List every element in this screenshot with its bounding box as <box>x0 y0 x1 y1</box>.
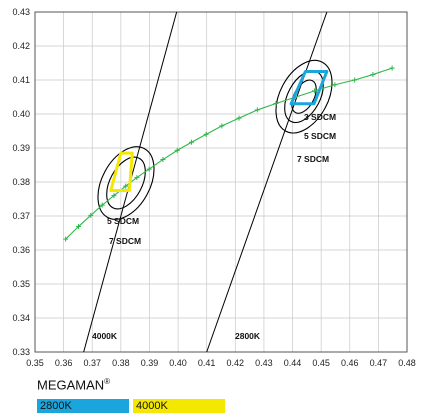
label-4000k-line: 4000K <box>92 331 118 341</box>
locus-point <box>189 139 195 145</box>
label-7sdcm-4000k: 7 SDCM <box>109 236 141 246</box>
y-tick-label: 0.35 <box>12 279 30 289</box>
locus-point <box>88 212 94 218</box>
region-4000k <box>109 151 134 192</box>
x-tick-label: 0.48 <box>398 358 416 368</box>
label-5sdcm-2800k: 5 SDCM <box>304 131 336 141</box>
locus-point <box>111 193 117 199</box>
grid <box>34 11 408 353</box>
x-tick-label: 0.45 <box>312 358 330 368</box>
locus-point <box>332 82 338 88</box>
locus-point <box>174 147 180 153</box>
label-5sdcm-4000k: 5 SDCM <box>107 216 139 226</box>
locus-point <box>254 107 260 113</box>
locus-point <box>146 166 152 172</box>
y-tick-label: 0.41 <box>12 75 30 85</box>
label-2800k-line: 2800K <box>235 331 261 341</box>
sdcm-ellipse-5 <box>106 156 146 210</box>
legend: 2800K 4000K <box>37 399 225 413</box>
bin-regions <box>109 70 329 192</box>
y-tick-label: 0.33 <box>12 347 30 357</box>
tick-labels: 0.35 0.36 0.37 0.38 0.39 0.40 0.41 0.42 0.43 0.44… <box>12 7 415 368</box>
y-tick-label: 0.38 <box>12 177 30 187</box>
y-tick-label: 0.34 <box>12 313 30 323</box>
sdcm-ellipses <box>97 59 333 220</box>
x-tick-label: 0.35 <box>26 358 44 368</box>
locus-point <box>160 157 166 163</box>
y-tick-label: 0.42 <box>12 41 30 51</box>
locus-point <box>123 183 129 189</box>
x-tick-label: 0.41 <box>198 358 216 368</box>
x-tick-label: 0.46 <box>341 358 359 368</box>
x-tick-label: 0.40 <box>169 358 187 368</box>
locus-point <box>352 77 358 83</box>
locus-point <box>312 88 318 94</box>
x-tick-label: 0.47 <box>370 358 388 368</box>
locus-point <box>134 175 140 181</box>
sdcm-ellipse-7 <box>97 146 155 220</box>
plot-frame <box>34 11 408 353</box>
x-tick-label: 0.36 <box>55 358 73 368</box>
locus-point <box>219 123 225 129</box>
y-tick-label: 0.43 <box>12 7 30 17</box>
y-tick-label: 0.36 <box>12 245 30 255</box>
planckian-locus <box>63 65 395 242</box>
locus-line <box>65 67 393 240</box>
locus-point <box>203 131 209 137</box>
legend-item-4000k: 4000K <box>133 399 225 413</box>
x-tick-label: 0.37 <box>83 358 101 368</box>
cct-line-2800k <box>206 12 328 352</box>
sdcm-ellipse-7 <box>275 59 333 134</box>
y-tick-label: 0.40 <box>12 109 30 119</box>
legend-item-2800k: 2800K <box>37 399 129 413</box>
locus-point <box>75 224 81 230</box>
x-tick-label: 0.38 <box>112 358 130 368</box>
label-7sdcm-2800k: 7 SDCM <box>297 154 329 164</box>
y-tick-label: 0.37 <box>12 211 30 221</box>
locus-point <box>389 65 395 71</box>
locus-point <box>273 100 279 106</box>
y-tick-label: 0.39 <box>12 143 30 153</box>
label-3sdcm-2800k: 3 SDCM <box>304 112 336 122</box>
x-tick-label: 0.39 <box>141 358 159 368</box>
locus-point <box>99 202 105 208</box>
locus-point <box>236 115 242 121</box>
locus-point <box>370 72 376 78</box>
x-tick-label: 0.43 <box>255 358 273 368</box>
x-tick-label: 0.42 <box>227 358 245 368</box>
region-2800k <box>289 70 329 106</box>
legend-title: MEGAMAN® <box>37 377 111 393</box>
locus-point <box>63 236 69 242</box>
x-tick-label: 0.44 <box>284 358 302 368</box>
annotations: 5 SDCM 7 SDCM 3 SDCM 5 SDCM 7 SDCM 4000K 2800K <box>92 112 336 341</box>
